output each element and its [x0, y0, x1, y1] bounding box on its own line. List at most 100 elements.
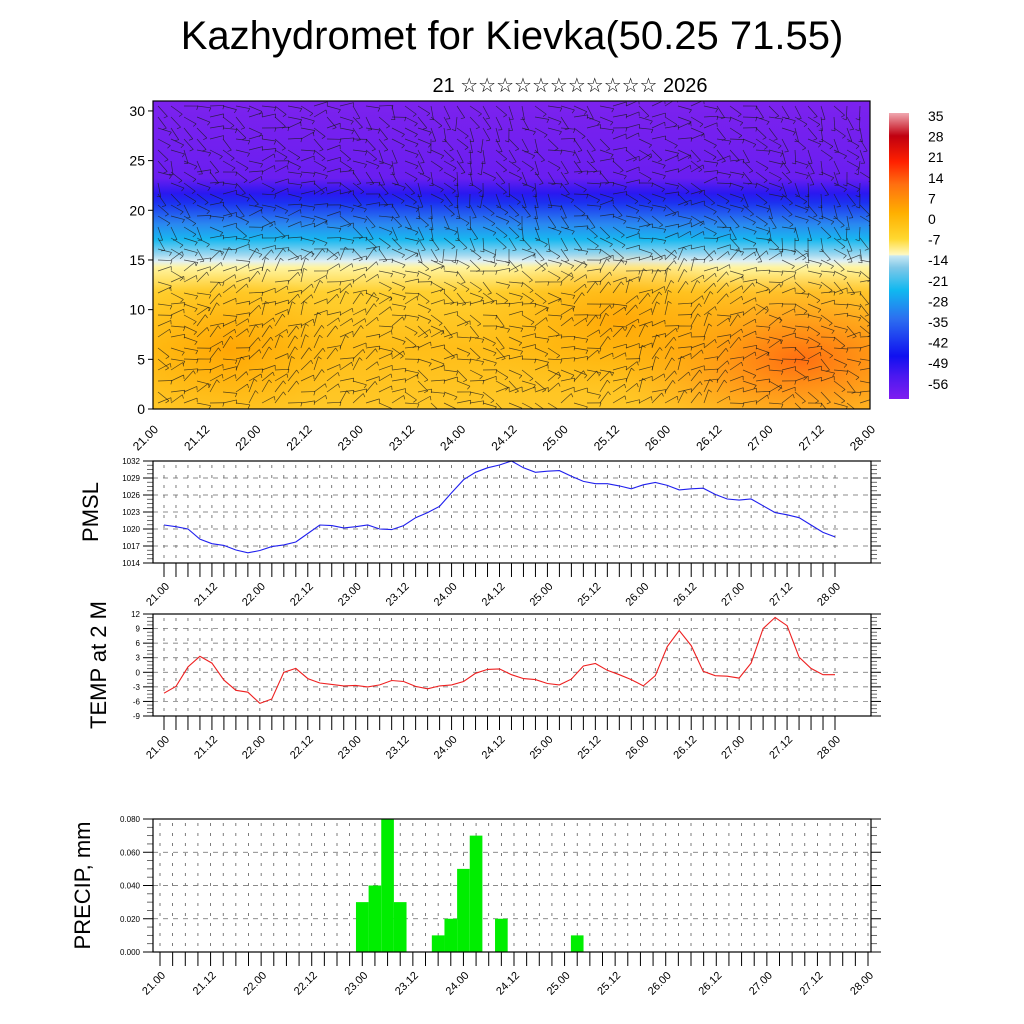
wind-barb [248, 297, 262, 305]
wind-barb-flag [404, 315, 407, 320]
wind-barb [157, 127, 172, 133]
wind-barb [430, 299, 445, 305]
wind-barb [768, 204, 773, 219]
wind-barb [300, 323, 306, 338]
wind-barb-flag [461, 281, 466, 284]
wind-barb [586, 329, 600, 338]
wind-barb [300, 171, 315, 174]
wind-barb [859, 390, 870, 393]
wind-barb [859, 237, 869, 250]
wind-barb [690, 369, 700, 382]
wind-barb-flag [625, 191, 628, 196]
wind-barb-flag [338, 383, 340, 388]
wind-barb [560, 259, 574, 267]
wind-barb-flag [242, 137, 247, 140]
wind-barb-flag [364, 219, 367, 223]
wind-barb [352, 105, 361, 119]
wind-barb-flag [256, 248, 260, 252]
wind-barb [638, 105, 650, 117]
wind-barb [365, 226, 374, 240]
wind-barb [443, 193, 453, 206]
wind-barb [183, 397, 198, 404]
wind-barb-flag [737, 114, 742, 117]
wind-barb-flag [794, 275, 796, 280]
wind-barb [716, 244, 731, 250]
wind-barb [703, 312, 709, 327]
wind-barb-flag [598, 372, 602, 377]
wind-barb-flag [514, 270, 519, 273]
wind-barb [261, 364, 276, 371]
wind-barb [781, 332, 796, 338]
wind-barb-flag [658, 257, 663, 261]
wind-barb [521, 281, 534, 291]
wind-barb-flag [754, 251, 756, 257]
wind-barb [235, 328, 248, 338]
wind-barb [157, 138, 171, 146]
wind-barb-flag [206, 244, 210, 248]
wind-barb [625, 166, 640, 173]
wind-barb-flag [169, 175, 172, 180]
wind-barb [209, 149, 223, 157]
wind-barb-flag [610, 121, 614, 126]
wind-barb [313, 348, 324, 360]
wind-barb-flag [299, 108, 303, 113]
wind-barb-flag [662, 198, 666, 202]
wind-barb [547, 382, 559, 393]
wind-barb [560, 272, 572, 283]
wind-barb [313, 274, 327, 283]
wind-barb [638, 293, 649, 305]
wind-barb-flag [819, 263, 822, 268]
wind-barb [820, 299, 835, 305]
wind-barb [534, 116, 549, 120]
wind-barb-flag [403, 350, 405, 355]
wind-barb-flag [556, 277, 561, 281]
wind-barb-flag [703, 336, 706, 341]
wind-barb-flag [667, 290, 672, 293]
wind-barb-flag [598, 329, 601, 334]
wind-barb [248, 233, 263, 239]
wind-barb [300, 222, 315, 228]
wind-barb [703, 105, 718, 110]
wind-barb [534, 127, 548, 136]
wind-barb [820, 402, 827, 409]
wind-barb [183, 248, 198, 254]
wind-barb [443, 281, 457, 289]
wind-barb-flag [794, 271, 797, 276]
wind-barb-flag [599, 348, 602, 353]
wind-barb [235, 318, 249, 327]
wind-barb [209, 340, 223, 349]
x-tick-label: 28.00 [815, 581, 843, 609]
wind-barb [443, 402, 457, 409]
wind-barb [560, 317, 573, 327]
wind-barb [612, 215, 627, 222]
wind-barb-flag [703, 259, 706, 264]
wind-barb [456, 226, 460, 241]
wind-barb [417, 182, 422, 197]
wind-barb-flag [326, 203, 329, 208]
wind-barb-flag [855, 239, 860, 242]
wind-barb-flag [182, 362, 185, 367]
wind-barb-flag [192, 123, 197, 127]
wind-barb [638, 342, 653, 349]
wind-barb-flag [481, 162, 486, 165]
wind-barb-flag [541, 268, 546, 272]
wind-barb-flag [804, 206, 809, 209]
wind-barb [495, 386, 510, 393]
wind-barb [625, 279, 630, 294]
wind-barb [690, 342, 705, 349]
wind-barb [664, 370, 675, 382]
wind-barb-flag [530, 300, 534, 304]
wind-barb [183, 171, 197, 180]
wind-barb [170, 149, 185, 155]
wind-barb-flag [424, 379, 429, 382]
wind-barb [794, 358, 809, 362]
wind-barb [183, 386, 197, 393]
wind-barb-flag [709, 259, 714, 262]
wind-barb [807, 365, 822, 371]
wind-barb-flag [607, 391, 611, 396]
wind-barb [859, 138, 868, 152]
wind-barb [183, 325, 197, 333]
wind-barb-flag [611, 372, 615, 377]
wind-barb [534, 336, 549, 340]
